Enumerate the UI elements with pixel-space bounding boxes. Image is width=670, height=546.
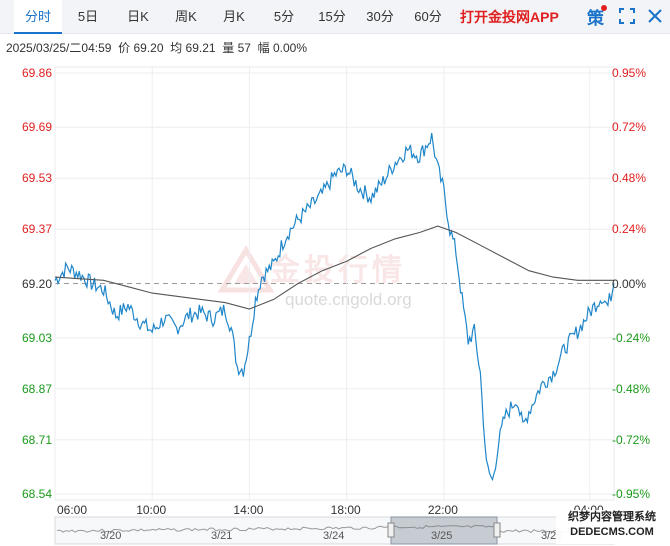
y-tick-label: 69.69 — [22, 120, 53, 135]
navigator-date-label: 3/25 — [431, 530, 453, 542]
x-tick-label: 18:00 — [330, 503, 361, 517]
tab-30-min[interactable]: 30分 — [366, 9, 394, 24]
chart-marks — [54, 133, 615, 482]
y-pct-tick-label: 0.00% — [612, 276, 647, 291]
y-tick-label: 69.03 — [22, 330, 53, 345]
x-tick-label: 22:00 — [427, 503, 458, 517]
y-pct-tick-label: 0.72% — [612, 120, 647, 135]
tab-daily-k[interactable]: 日K — [127, 9, 149, 24]
watermark-logo — [218, 246, 274, 293]
y-pct-tick-label: -0.72% — [612, 432, 651, 447]
navigator-handle-right[interactable] — [493, 522, 501, 538]
strategy-icon[interactable]: 策 — [587, 9, 604, 29]
price-value: 69.20 — [133, 41, 164, 55]
price-line — [54, 133, 615, 482]
watermark-text: 金投行情 — [270, 254, 406, 287]
tab-monthly-k[interactable]: 月K — [223, 9, 245, 24]
quote-info-line: 2025/03/25/二04:59 价 69.20 均 69.21 量 57 幅… — [6, 39, 307, 56]
y-tick-label: 69.20 — [22, 276, 53, 291]
tab-5-min[interactable]: 5分 — [273, 9, 295, 24]
y-pct-tick-label: 0.24% — [612, 222, 647, 237]
tab-weekly-k[interactable]: 周K — [175, 9, 197, 24]
open-app-link[interactable]: 打开金投网APP — [460, 9, 559, 25]
y-tick-label: 68.71 — [22, 432, 53, 447]
corner-line-2: DEDECMS.COM — [570, 526, 654, 538]
tab-5-day[interactable]: 5日 — [77, 9, 99, 24]
navigator-handle-left[interactable] — [387, 522, 395, 538]
avg-label: 均 — [170, 41, 183, 55]
y-tick-label: 69.86 — [22, 66, 53, 80]
tab-intraday[interactable]: 分时 — [14, 0, 62, 34]
navigator-line — [56, 524, 613, 534]
y-tick-label: 68.54 — [22, 487, 53, 501]
y-pct-tick-label: -0.24% — [612, 330, 651, 345]
navigator-selection[interactable] — [390, 516, 498, 545]
corner-overlay: 织梦内容管理系统 DEDECMS.COM — [556, 510, 668, 544]
volume-label: 量 — [222, 41, 235, 55]
y-pct-tick-label: 0.95% — [612, 66, 647, 80]
fullscreen-icon[interactable] — [619, 8, 635, 24]
tab-60-min[interactable]: 60分 — [414, 9, 442, 24]
change-value: 0.00% — [272, 41, 308, 55]
close-icon[interactable] — [648, 9, 662, 23]
price-label: 价 — [118, 41, 131, 55]
navigator-date-label: 3/20 — [100, 530, 122, 542]
navigator-date-label: 3/21 — [211, 530, 233, 542]
y-pct-tick-label: 0.48% — [612, 171, 647, 186]
notification-dot — [601, 5, 607, 11]
x-tick-label: 06:00 — [57, 503, 88, 517]
tab-15-min[interactable]: 15分 — [318, 9, 346, 24]
period-tab-bar: 分时 5日 日K 周K 月K 5分 15分 30分 60分 打开金投网APP 策 — [0, 0, 670, 34]
y-pct-tick-label: -0.95% — [612, 487, 651, 501]
average-price-line — [54, 225, 614, 310]
watermark-url: quote.cngold.org — [285, 290, 412, 309]
volume-value: 57 — [237, 41, 251, 55]
time-navigator — [54, 516, 615, 545]
corner-line-1: 织梦内容管理系统 — [568, 511, 656, 523]
y-tick-label: 69.53 — [22, 171, 53, 186]
x-tick-label: 10:00 — [136, 503, 167, 517]
x-tick-label: 14:00 — [233, 503, 264, 517]
y-tick-label: 68.87 — [22, 381, 53, 396]
y-pct-tick-label: -0.48% — [612, 381, 651, 396]
navigator-date-label: 3/24 — [323, 530, 345, 542]
chart-grid — [54, 66, 615, 501]
info-datetime: 2025/03/25/二04:59 — [6, 41, 112, 55]
y-tick-label: 69.37 — [22, 222, 53, 237]
change-label: 幅 — [257, 41, 270, 55]
navigator-track — [54, 516, 615, 545]
avg-value: 69.21 — [185, 41, 216, 55]
